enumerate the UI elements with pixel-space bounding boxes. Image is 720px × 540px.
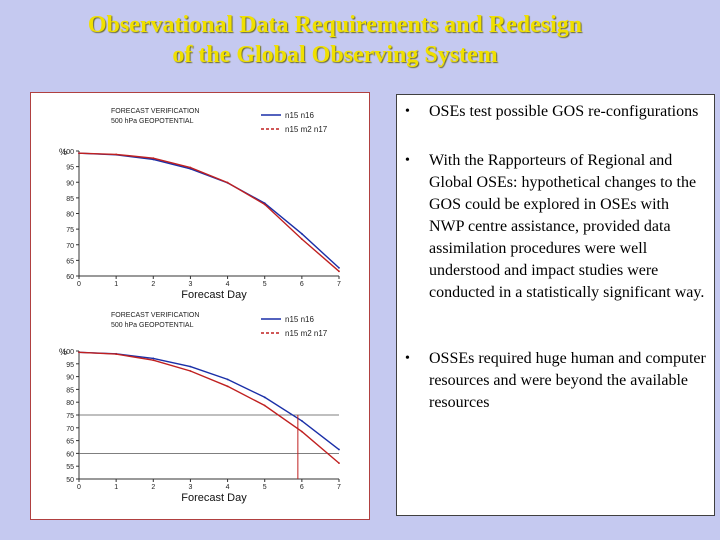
bullet-dot-icon: • xyxy=(405,351,410,366)
chart-2-y-tick-label: 60 xyxy=(66,451,74,458)
chart-1-x-tick-label: 1 xyxy=(114,281,118,288)
chart-2-y-tick-label: 75 xyxy=(66,413,74,420)
chart-1-subtitle: 500 hPa GEOPOTENTIAL xyxy=(111,118,194,125)
chart-1-series-2-point xyxy=(78,152,80,155)
chart-1-y-tick-label: 100 xyxy=(62,149,74,156)
chart-1-y-tick-label: 90 xyxy=(66,180,74,187)
bullet-text-2: With the Rapporteurs of Regional and Glo… xyxy=(429,152,705,301)
chart-2-x-tick-label: 7 xyxy=(337,484,341,491)
chart-1-x-tick-label: 6 xyxy=(300,281,304,288)
chart-1-series-1-line xyxy=(78,152,340,269)
chart-2-y-tick-label: 65 xyxy=(66,439,74,446)
chart-2-series-2-point xyxy=(263,404,266,407)
slide-title: Observational Data Requirements and Rede… xyxy=(20,10,650,70)
chart-1-y-tick-label: 70 xyxy=(66,243,74,250)
chart-2-series-2-point xyxy=(226,385,229,388)
chart-1-x-tick-label: 4 xyxy=(226,281,230,288)
bullet-text-3: OSSEs required huge human and computer r… xyxy=(429,350,706,411)
chart-1-y-tick-label: 60 xyxy=(66,274,74,281)
chart-2-y-tick-label: 55 xyxy=(66,464,74,471)
chart-1-series-2-point xyxy=(226,181,229,184)
chart-1-y-tick-label: 65 xyxy=(66,258,74,265)
chart-2-y-axis-label: % xyxy=(59,347,67,357)
chart-1-series-2-line xyxy=(78,152,340,272)
chart-1-x-tick-label: 5 xyxy=(263,281,267,288)
chart-1-y-tick-label: 80 xyxy=(66,212,74,219)
chart-2-y-tick-label: 80 xyxy=(66,400,74,407)
chart-1-series-2-point xyxy=(189,166,192,169)
chart-2-y-tick-label: 95 xyxy=(66,362,74,369)
slide-title-line-1: Observational Data Requirements and Rede… xyxy=(87,12,583,38)
chart-2-x-tick-label: 6 xyxy=(300,484,304,491)
chart-2-series-2-point xyxy=(189,370,192,372)
bullet-item-2: • With the Rapporteurs of Regional and G… xyxy=(405,150,707,304)
chart-2-series-2-point xyxy=(78,351,80,354)
chart-2-title: FORECAST VERIFICATION xyxy=(111,312,199,319)
chart-2-subtitle: 500 hPa GEOPOTENTIAL xyxy=(111,322,194,329)
chart-2-x-tick-label: 2 xyxy=(151,484,155,491)
chart-2-series-1-point xyxy=(263,396,266,399)
chart-2-series-1-point xyxy=(152,357,155,360)
chart-2-y-tick-label: 85 xyxy=(66,387,74,394)
chart-1-y-tick-label: 85 xyxy=(66,196,74,203)
chart-1-y-tick-label: 95 xyxy=(66,165,74,172)
chart-2-series-1-point xyxy=(338,448,340,451)
chart-1-y-axis-label: % xyxy=(59,147,67,157)
chart-2-x-axis-label: Forecast Day xyxy=(181,492,247,504)
chart-1-title: FORECAST VERIFICATION xyxy=(111,108,199,115)
chart-2-x-tick-label: 5 xyxy=(263,484,267,491)
chart-2-series-2-point xyxy=(115,353,118,355)
chart-2-legend-label-2: n15 m2 n17 xyxy=(285,329,328,338)
chart-1-series-2-point xyxy=(338,270,340,273)
bullet-item-1: • OSEs test possible GOS re-configuratio… xyxy=(405,101,707,123)
forecast-charts: FORECAST VERIFICATION 500 hPa GEOPOTENTIA… xyxy=(59,108,341,504)
chart-1-series-2-point xyxy=(263,203,266,206)
chart-1-x-tick-label: 2 xyxy=(151,281,155,288)
chart-2-x-tick-label: 0 xyxy=(77,484,81,491)
chart-2-y-tick-label: 100 xyxy=(62,349,74,356)
chart-2-y-tick-label: 50 xyxy=(66,477,74,484)
chart-2-series-2-point xyxy=(300,430,303,433)
chart-2-series-2-point xyxy=(338,462,340,465)
chart-1-x-axis-label: Forecast Day xyxy=(181,289,247,301)
chart-2-series-1-point xyxy=(226,378,229,381)
chart-1-series-2-point xyxy=(300,238,303,241)
slide-title-line-2: of the Global Observing System xyxy=(172,42,498,68)
chart-1-legend-label-2: n15 m2 n17 xyxy=(285,125,328,134)
chart-1-series-2-point xyxy=(115,153,118,156)
chart-2-series-1-point xyxy=(189,365,192,368)
bullet-dot-icon: • xyxy=(405,104,410,119)
chart-2-legend-label-1: n15 n16 xyxy=(285,315,314,324)
bullet-panel: • OSEs test possible GOS re-configuratio… xyxy=(396,94,715,516)
chart-1-legend-label-1: n15 n16 xyxy=(285,111,314,120)
chart-2-series-2-line xyxy=(78,351,340,464)
chart-2-series-2-point xyxy=(152,359,155,362)
chart-2-series-1-point xyxy=(300,419,303,422)
chart-2-y-tick-label: 90 xyxy=(66,375,74,382)
chart-1-x-tick-label: 0 xyxy=(77,281,81,288)
chart-1-series-1-point xyxy=(338,266,340,269)
chart-2-y-tick-label: 70 xyxy=(66,426,74,433)
chart-1-series-1-point xyxy=(300,232,303,235)
bullet-item-3: • OSSEs required huge human and computer… xyxy=(405,348,707,414)
forecast-verification-figure: FORECAST VERIFICATION 500 hPa GEOPOTENTIA… xyxy=(30,92,370,520)
bullet-text-1: OSEs test possible GOS re-configurations xyxy=(429,103,699,120)
chart-2-series-1-line xyxy=(78,351,340,451)
chart-1-y-tick-label: 75 xyxy=(66,227,74,234)
chart-2-x-tick-label: 1 xyxy=(114,484,118,491)
chart-1-x-tick-label: 3 xyxy=(188,281,192,288)
chart-2-x-tick-label: 4 xyxy=(226,484,230,491)
chart-1-series-2-point xyxy=(152,157,155,160)
chart-1-x-tick-label: 7 xyxy=(337,281,341,288)
chart-2-x-tick-label: 3 xyxy=(188,484,192,491)
bullet-dot-icon: • xyxy=(405,153,410,168)
